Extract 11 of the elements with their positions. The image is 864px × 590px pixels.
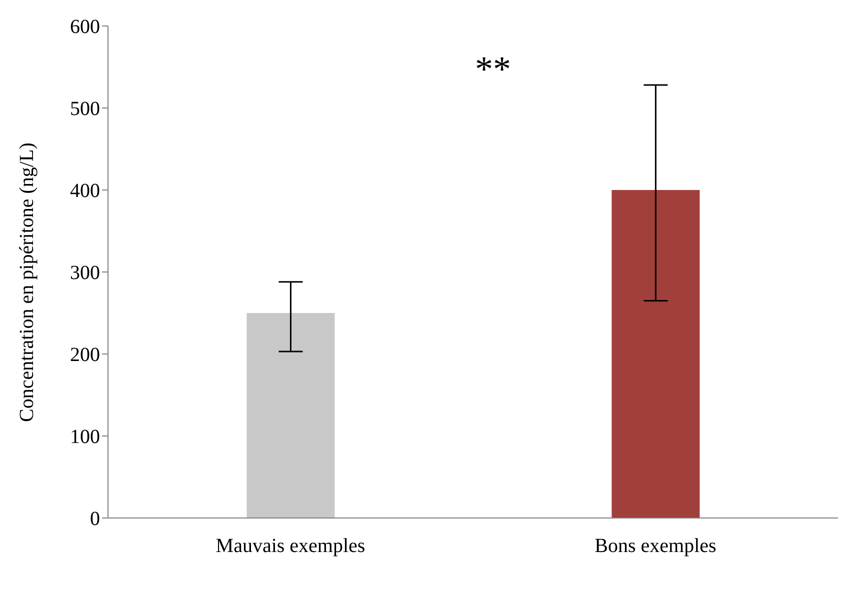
y-tick-label: 300	[70, 262, 100, 284]
x-tick-label: Bons exemples	[594, 535, 717, 558]
y-tick-label: 600	[70, 16, 100, 38]
x-tick-label: Mauvais exemples	[216, 535, 366, 558]
annotation: **	[474, 48, 512, 90]
y-tick-label: 100	[70, 426, 100, 448]
y-tick-label: 400	[70, 180, 100, 202]
y-tick-label: 500	[70, 98, 100, 120]
y-axis-title: Concentration en pipéritone (ng/L)	[16, 142, 38, 422]
y-tick-label: 0	[90, 508, 100, 530]
y-tick-label: 200	[70, 344, 100, 366]
